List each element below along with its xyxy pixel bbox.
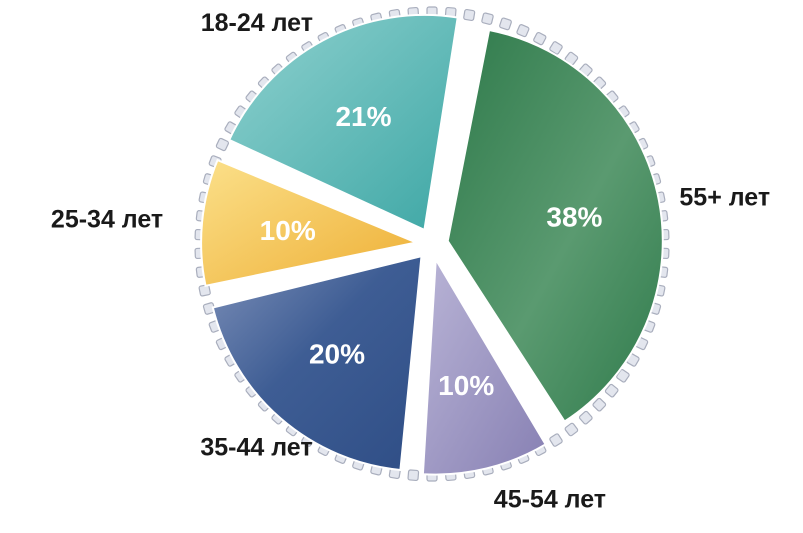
ring-dot — [481, 12, 494, 25]
pie-slice — [227, 13, 459, 232]
slice-value-label: 38% — [546, 202, 602, 233]
pie-slice — [446, 28, 664, 423]
slice-category-label: 55+ лет — [679, 183, 770, 211]
slice-value-label: 10% — [438, 370, 494, 401]
ring-dot — [578, 410, 593, 425]
pie-slice — [200, 158, 420, 287]
ring-dot — [463, 8, 476, 22]
ring-dot — [592, 397, 607, 412]
ring-dot — [407, 469, 420, 482]
ring-dot — [516, 24, 530, 38]
slice-value-label: 21% — [335, 101, 391, 132]
pie-slice — [211, 254, 423, 472]
ring-dot — [533, 31, 547, 46]
ring-dot — [215, 137, 229, 152]
slice-category-label: 25-34 лет — [51, 205, 163, 233]
slice-value-label: 10% — [260, 215, 316, 246]
pie-slice — [421, 256, 547, 476]
ring-dot — [499, 17, 512, 31]
slice-category-label: 45-54 лет — [494, 486, 606, 514]
ring-dot — [564, 422, 579, 437]
ring-dot — [549, 433, 563, 447]
slice-value-label: 20% — [309, 339, 365, 370]
slice-category-label: 35-44 лет — [200, 434, 312, 462]
ring-dot — [198, 284, 211, 297]
ring-dot — [549, 41, 563, 55]
ring-dot — [604, 383, 619, 398]
slice-category-label: 18-24 лет — [201, 9, 313, 37]
